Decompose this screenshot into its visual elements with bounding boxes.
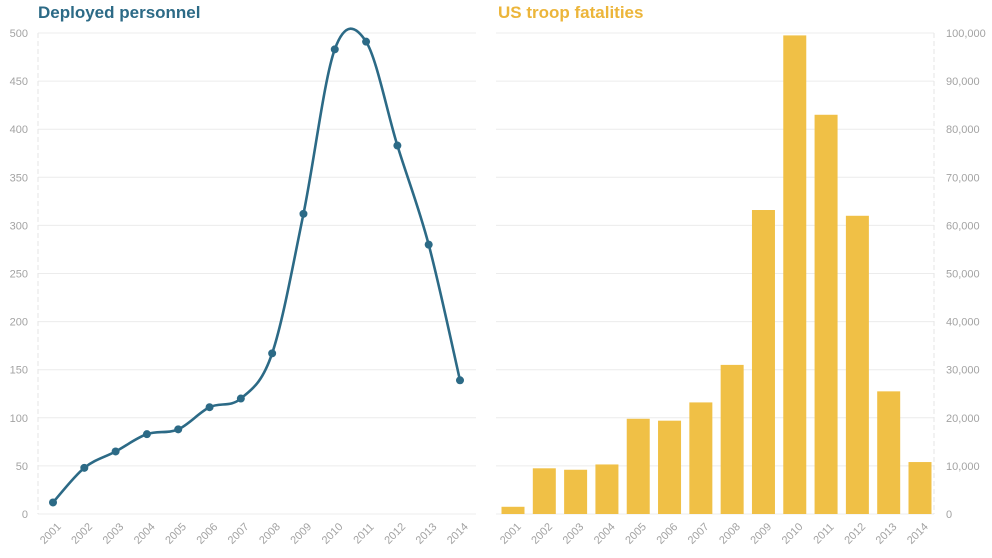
right-x-tick-label: 2002 (529, 521, 555, 547)
left-x-tick-label: 2002 (69, 521, 95, 547)
left-x-tick-label: 2013 (414, 521, 440, 547)
left-x-tick-label: 2005 (163, 521, 189, 547)
right-y-tick-label: 30,000 (946, 365, 980, 377)
right-x-tick-label: 2014 (905, 521, 931, 547)
left-x-tick-label: 2004 (132, 521, 158, 547)
left-x-tick-label: 2012 (382, 521, 408, 547)
line-point-2009 (299, 209, 308, 218)
right-x-tick-label: 2005 (623, 521, 649, 547)
line-point-2013 (424, 240, 433, 249)
bar-2008 (720, 364, 744, 514)
left-x-tick-label: 2003 (101, 521, 127, 547)
line-point-2011 (362, 37, 371, 46)
line-point-2005 (174, 425, 183, 434)
right-x-tick-label: 2001 (498, 521, 524, 547)
right-y-tick-label: 80,000 (946, 124, 980, 136)
left-y-tick-label: 150 (10, 365, 28, 377)
right-x-tick-label: 2003 (561, 521, 587, 547)
bar-2006 (658, 420, 682, 514)
left-x-tick-label: 2006 (195, 521, 221, 547)
left-y-tick-label: 200 (10, 317, 28, 329)
line-point-2007 (236, 394, 245, 403)
left-y-tick-label: 350 (10, 172, 28, 184)
bar-2001 (501, 506, 525, 514)
deployed-personnel-line (52, 27, 462, 504)
line-point-2004 (142, 430, 151, 439)
left-y-tick-label: 450 (10, 76, 28, 88)
right-x-tick-label: 2009 (748, 521, 774, 547)
right-x-tick-label: 2013 (874, 521, 900, 547)
left-y-tick-label: 250 (10, 269, 28, 281)
left-x-tick-label: 2009 (288, 521, 314, 547)
left-x-tick-label: 2008 (257, 521, 283, 547)
line-point-2012 (393, 141, 402, 150)
bar-2011 (814, 114, 838, 515)
right-x-tick-label: 2007 (686, 521, 712, 547)
line-point-2001 (49, 498, 57, 507)
left-y-tick-label: 50 (16, 461, 28, 473)
left-x-tick-label: 2011 (351, 521, 376, 546)
bar-2009 (751, 210, 775, 514)
bar-2010 (783, 35, 807, 514)
right-x-tick-label: 2006 (655, 521, 681, 547)
right-x-tick-label: 2012 (842, 521, 868, 547)
right-x-tick-label: 2008 (717, 521, 743, 547)
bar-2013 (877, 391, 901, 514)
troop-fatalities-title: US troop fatalities (498, 3, 644, 22)
right-y-tick-label: 0 (946, 509, 952, 521)
bar-2004 (595, 464, 619, 514)
left-x-tick-label: 2001 (38, 521, 64, 547)
left-x-tick-label: 2007 (226, 521, 252, 547)
right-y-tick-label: 10,000 (946, 461, 980, 473)
left-y-tick-label: 0 (22, 509, 28, 521)
right-y-tick-label: 40,000 (946, 317, 980, 329)
bar-2003 (564, 469, 588, 514)
line-point-2006 (205, 403, 214, 412)
right-y-tick-label: 90,000 (946, 76, 980, 88)
bar-2012 (845, 215, 869, 514)
left-y-tick-label: 100 (10, 413, 28, 425)
right-y-tick-label: 60,000 (946, 220, 980, 232)
left-y-tick-label: 400 (10, 124, 28, 136)
left-x-tick-label: 2014 (445, 521, 471, 547)
left-y-tick-label: 300 (10, 220, 28, 232)
line-point-2008 (268, 349, 277, 358)
left-x-tick-label: 2010 (320, 521, 346, 547)
right-y-tick-label: 50,000 (946, 269, 980, 281)
bar-2014 (908, 462, 932, 514)
line-point-2002 (80, 463, 89, 472)
line-point-2010 (330, 45, 339, 54)
bar-2007 (689, 402, 713, 514)
bar-2002 (532, 468, 556, 514)
deployed-personnel-title: Deployed personnel (38, 3, 201, 22)
line-point-2014 (456, 376, 464, 385)
right-y-tick-label: 100,000 (946, 28, 986, 40)
line-point-2003 (111, 447, 120, 456)
right-x-tick-label: 2010 (780, 521, 806, 547)
right-y-tick-label: 70,000 (946, 172, 980, 184)
right-x-tick-label: 2004 (592, 521, 618, 547)
left-y-tick-label: 500 (10, 28, 28, 40)
right-x-tick-label: 2011 (811, 521, 836, 546)
right-y-tick-label: 20,000 (946, 413, 980, 425)
bar-2005 (626, 418, 650, 514)
